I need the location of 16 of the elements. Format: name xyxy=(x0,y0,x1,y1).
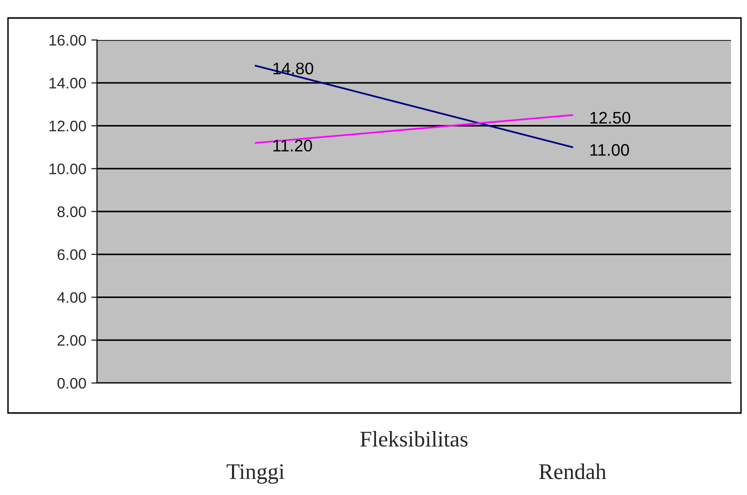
y-tick-label: 12.00 xyxy=(50,120,86,132)
y-tick-label: 4.00 xyxy=(57,292,86,303)
y-tick-label: 14.00 xyxy=(50,78,86,89)
y-tick-label: 2.00 xyxy=(58,334,86,346)
text: 11.20 xyxy=(273,140,312,152)
x-tick-label: Rendah xyxy=(539,464,606,480)
y-tick-label: 16.00 xyxy=(50,34,86,46)
text: 12.50 xyxy=(590,112,630,124)
text: 11.00 xyxy=(590,144,629,156)
x-axis-title: Fleksibilitas xyxy=(360,431,468,447)
x-tick-label: Tinggi xyxy=(226,464,284,484)
y-tick-label: 8.00 xyxy=(58,206,86,218)
y-tick-label: 0.00 xyxy=(57,378,86,389)
text: 14.80 xyxy=(273,62,314,74)
y-tick-label: 10.00 xyxy=(50,163,86,174)
y-tick-label: 6.00 xyxy=(58,249,86,260)
